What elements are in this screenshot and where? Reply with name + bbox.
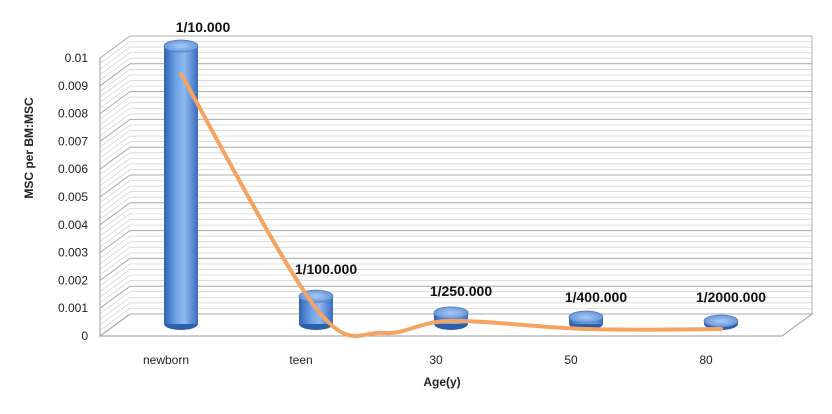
minor-gridline (99, 163, 812, 187)
minor-gridline (99, 46, 812, 70)
x-tick-label: 80 (699, 353, 713, 367)
data-label: 1/400.000 (565, 289, 627, 305)
minor-gridline (99, 274, 812, 298)
gridline (99, 202, 812, 226)
gridline (99, 35, 812, 59)
bar (703, 314, 739, 330)
minor-gridline (99, 102, 812, 126)
minor-gridline (99, 130, 812, 153)
gridline (99, 174, 812, 198)
minor-gridline (99, 296, 812, 320)
minor-gridline (99, 224, 812, 248)
minor-gridline (99, 180, 812, 203)
plot-area (98, 35, 814, 337)
data-labels: 1/10.000 1/100.000 1/250.000 1/400.000 1/200… (176, 19, 766, 305)
y-tick-label: 0.006 (58, 162, 88, 176)
x-tick-label: 30 (429, 353, 443, 367)
gridline (99, 63, 812, 87)
minor-gridline (99, 302, 812, 326)
y-tick-label: 0.008 (58, 107, 88, 121)
minor-gridline (99, 196, 812, 220)
minor-gridline (99, 280, 812, 303)
gridline (99, 285, 812, 309)
gridline (99, 230, 812, 254)
data-label: 1/10.000 (176, 19, 231, 35)
gridline (99, 257, 812, 281)
y-tick-label: 0.007 (58, 134, 88, 148)
minor-gridline (99, 57, 812, 81)
x-tick-label: 50 (564, 353, 578, 367)
minor-gridline (99, 241, 812, 265)
minor-gridline (99, 85, 812, 109)
minor-gridline (99, 96, 812, 120)
minor-gridline (99, 263, 812, 287)
data-label: 1/250.000 (430, 283, 492, 299)
bar (163, 39, 199, 330)
y-tick-label: 0.001 (58, 301, 88, 315)
x-tick-label: newborn (143, 353, 189, 367)
gridline (99, 118, 812, 142)
minor-gridline (99, 219, 812, 242)
y-tick-label: 0.005 (58, 190, 88, 204)
bar (433, 306, 469, 330)
minor-gridline (99, 152, 812, 176)
minor-gridline (99, 208, 812, 231)
gridline (99, 91, 812, 115)
trendline-path (179, 72, 723, 338)
minor-gridline (99, 169, 812, 192)
minor-gridline (99, 157, 812, 181)
y-axis-title: MSC per BM:MSC (22, 97, 36, 199)
minor-gridline (99, 80, 812, 103)
minor-gridline (99, 246, 812, 270)
minor-gridline (99, 269, 812, 292)
minor-gridline (99, 213, 812, 237)
minor-gridline (99, 113, 812, 137)
minor-gridline (99, 252, 812, 276)
x-axis: newborn teen 30 50 80 (143, 353, 713, 367)
minor-gridline (99, 141, 812, 164)
y-tick-label: 0.004 (58, 218, 88, 232)
minor-gridline (99, 107, 812, 131)
minor-gridline (99, 74, 812, 98)
minor-gridline (99, 291, 812, 315)
minor-gridline (99, 191, 812, 214)
x-axis-title: Age(y) (423, 375, 460, 389)
x-tick-label: teen (289, 353, 312, 367)
minor-gridline (99, 135, 812, 159)
y-axis: 0 0.001 0.002 0.003 0.004 0.005 0.006 0.007 0.00… (58, 51, 88, 343)
minor-gridline (99, 235, 812, 259)
minor-gridline (99, 185, 812, 209)
y-tick-label: 0.002 (58, 273, 88, 287)
minor-gridline (99, 41, 812, 64)
y-tick-label: 0.003 (58, 246, 88, 260)
data-label: 1/2000.000 (696, 289, 766, 305)
minor-gridline (99, 308, 812, 331)
minor-gridline (99, 52, 812, 75)
y-tick-label: 0.009 (58, 79, 88, 93)
minor-gridline (99, 124, 812, 148)
minor-gridline (99, 69, 812, 92)
gridline (99, 146, 812, 170)
data-label: 1/100.000 (295, 261, 357, 277)
y-tick-label: 0 (81, 329, 88, 343)
y-tick-label: 0.01 (65, 51, 89, 65)
trendline (179, 72, 723, 338)
